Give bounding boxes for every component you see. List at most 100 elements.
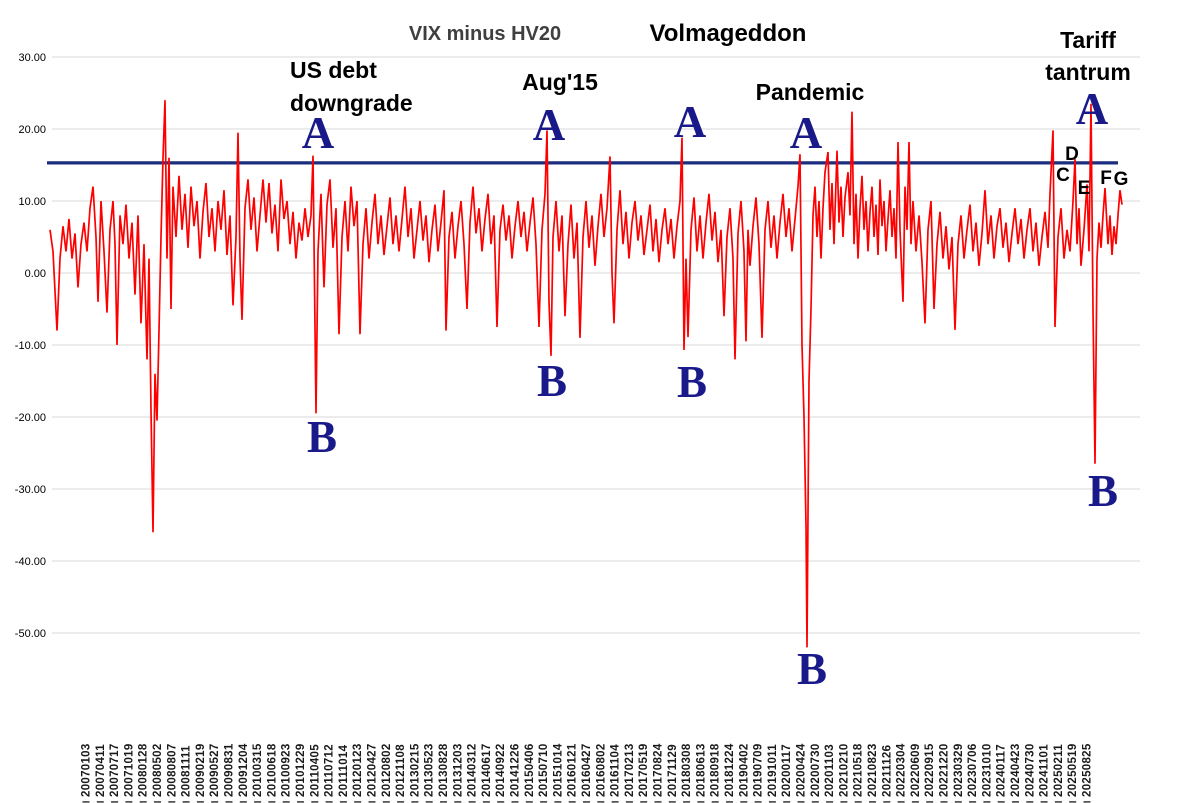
x-axis-label: 20100618 bbox=[266, 743, 278, 797]
marker-B: B bbox=[537, 356, 567, 406]
x-axis-tick bbox=[425, 801, 433, 803]
x-axis-tick bbox=[869, 801, 876, 803]
x-axis-label: 20190402 bbox=[738, 743, 750, 797]
x-axis-label: 20140617 bbox=[481, 743, 493, 797]
x-axis-label: 20100923 bbox=[281, 743, 293, 797]
x-axis-label: 20070411 bbox=[95, 744, 107, 797]
x-axis-label: 20160802 bbox=[595, 743, 607, 797]
x-axis-tick bbox=[583, 801, 590, 803]
chart-title: VIX minus HV20 bbox=[409, 23, 561, 45]
x-axis-tick bbox=[1054, 801, 1062, 803]
x-axis-tick bbox=[239, 801, 247, 803]
x-axis-label: 20200424 bbox=[796, 743, 808, 797]
y-axis-label: -40.00 bbox=[15, 556, 46, 568]
marker-A: A bbox=[533, 100, 566, 150]
x-axis-tick bbox=[397, 801, 405, 803]
x-axis-label: 20240423 bbox=[1010, 743, 1022, 797]
x-axis-label: 20220915 bbox=[924, 743, 936, 797]
x-axis-label: 20170213 bbox=[624, 743, 636, 797]
x-axis-label: 20190709 bbox=[753, 743, 765, 797]
x-axis-tick bbox=[969, 801, 977, 803]
event-annotation-us-debt-downgrade: downgrade bbox=[290, 90, 413, 116]
x-axis-label: 20150710 bbox=[538, 743, 550, 797]
x-axis-label: 20151014 bbox=[552, 743, 564, 797]
y-axis-label: -30.00 bbox=[15, 484, 46, 496]
x-axis-label: 20191011 bbox=[767, 744, 779, 797]
x-axis-label: 20211126 bbox=[881, 745, 893, 797]
marker-F: F bbox=[1100, 168, 1112, 189]
y-axis-label: 0.00 bbox=[25, 268, 46, 280]
x-axis-label: 20220304 bbox=[896, 743, 908, 797]
y-axis-label: -50.00 bbox=[15, 628, 46, 640]
x-axis-tick bbox=[768, 801, 776, 803]
marker-C: C bbox=[1056, 165, 1070, 186]
x-axis-tick bbox=[511, 801, 519, 803]
x-axis-label: 20161104 bbox=[610, 744, 622, 797]
x-axis-label: 20120802 bbox=[381, 743, 393, 797]
x-axis-tick bbox=[1083, 801, 1091, 803]
x-axis-label: 20120123 bbox=[352, 743, 364, 797]
x-axis-label: 20090527 bbox=[209, 743, 221, 797]
x-axis-tick bbox=[468, 801, 476, 803]
x-axis-tick bbox=[82, 801, 90, 803]
x-axis-tick bbox=[525, 801, 533, 803]
x-axis-tick bbox=[997, 801, 1005, 803]
x-axis-label: 20250519 bbox=[1067, 743, 1079, 797]
x-axis-tick bbox=[797, 801, 805, 803]
x-axis-tick bbox=[268, 801, 276, 803]
annotations-layer: US debt downgrade Aug'15 Volmageddon Pandemi… bbox=[290, 20, 1131, 694]
x-axis-tick bbox=[940, 801, 948, 803]
x-axis-label: 20181224 bbox=[724, 743, 736, 797]
x-axis-label: 20091204 bbox=[238, 743, 250, 797]
x-axis-tick bbox=[711, 801, 719, 803]
x-axis-tick bbox=[611, 801, 619, 803]
x-axis-label: 20200117 bbox=[781, 744, 793, 797]
x-axis-label: 20080502 bbox=[152, 743, 164, 797]
x-axis-label: 20200730 bbox=[810, 743, 822, 797]
marker-A: A bbox=[302, 108, 335, 158]
x-axis-label: 20221220 bbox=[939, 743, 951, 797]
x-axis-label: 20121108 bbox=[395, 744, 407, 797]
x-axis-label: 20080128 bbox=[138, 743, 150, 797]
x-axis-tick bbox=[182, 801, 190, 803]
x-axis-label: 20120427 bbox=[367, 743, 379, 797]
x-axis-label: 20240117 bbox=[996, 744, 1008, 797]
x-axis-label: 20170519 bbox=[638, 743, 650, 797]
x-axis-label: 20130523 bbox=[424, 743, 436, 797]
marker-B: B bbox=[797, 644, 827, 694]
x-axis-tick bbox=[683, 801, 691, 803]
x-axis-label: 20111014 bbox=[338, 744, 350, 797]
x-axis-tick bbox=[96, 801, 104, 803]
series-line bbox=[49, 100, 1123, 648]
x-axis-tick bbox=[540, 801, 548, 803]
x-axis-tick bbox=[497, 801, 505, 803]
event-annotation-aug15: Aug'15 bbox=[522, 69, 598, 95]
x-axis-label: 20081111 bbox=[181, 745, 193, 797]
x-axis-tick bbox=[740, 801, 748, 803]
x-axis-tick bbox=[368, 801, 376, 803]
x-axis-label: 20180613 bbox=[695, 743, 707, 797]
event-annotation-pandemic: Pandemic bbox=[756, 79, 865, 105]
x-axis-label: 20110712 bbox=[324, 744, 336, 797]
marker-A: A bbox=[674, 97, 707, 147]
marker-B: B bbox=[1088, 466, 1118, 516]
x-axis-label: 20101229 bbox=[295, 743, 307, 797]
x-axis-label: 20170824 bbox=[653, 743, 665, 797]
x-axis-label: 20090219 bbox=[195, 743, 207, 797]
x-axis-tick bbox=[597, 801, 605, 803]
x-axis-label: 20160427 bbox=[581, 743, 593, 797]
y-axis-label: -10.00 bbox=[15, 340, 46, 352]
x-axis-label: 20250211 bbox=[1053, 744, 1065, 797]
marker-B: B bbox=[307, 412, 337, 462]
x-axis-label: 20230706 bbox=[967, 743, 979, 797]
x-axis-label: 20201103 bbox=[824, 744, 836, 797]
marker-B: B bbox=[677, 357, 707, 407]
x-axis-tick bbox=[840, 801, 848, 803]
x-axis-label: 20140922 bbox=[495, 743, 507, 797]
x-axis-label: 20210823 bbox=[867, 743, 879, 797]
marker-E: E bbox=[1078, 178, 1091, 199]
x-axis-tick bbox=[411, 801, 419, 803]
x-axis-tick bbox=[954, 801, 962, 803]
